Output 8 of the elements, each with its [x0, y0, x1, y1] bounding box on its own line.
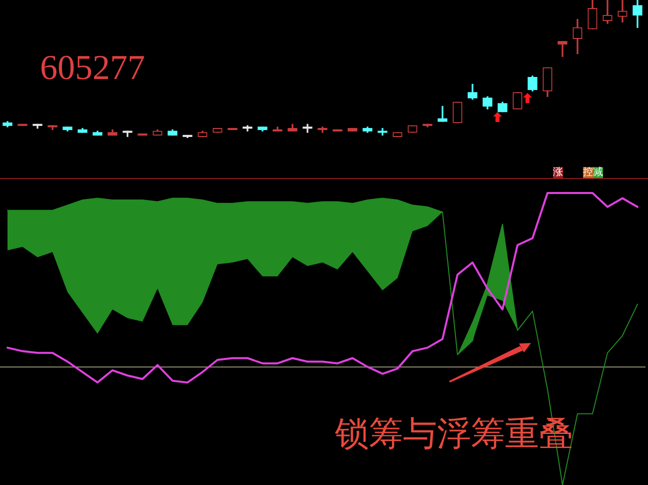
- candlestick: [302, 124, 312, 133]
- candlestick: [558, 41, 568, 57]
- text: 涨: [553, 167, 563, 178]
- candlestick: [438, 106, 448, 122]
- candlestick: [602, 0, 612, 24]
- text: 减: [593, 167, 603, 178]
- text: 控: [583, 167, 593, 178]
- text: 605277: [40, 48, 145, 87]
